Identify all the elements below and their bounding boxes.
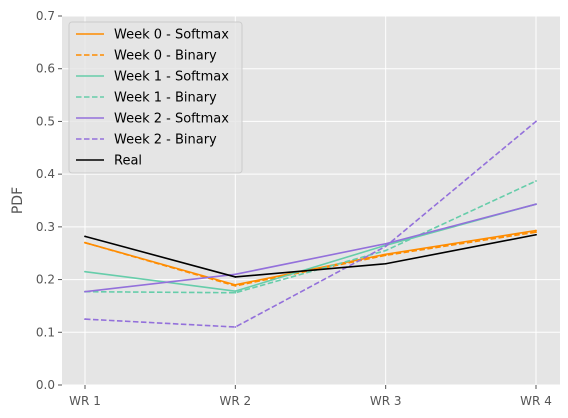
legend-label-week-1-binary: Week 1 - Binary [114, 91, 217, 106]
data-point-week-1-binary [234, 291, 237, 294]
legend-label-real: Real [114, 154, 142, 169]
data-point-week-1-softmax [84, 270, 86, 273]
data-point-real [84, 235, 86, 238]
y-tick-label: 0.2 [36, 273, 55, 287]
y-tick-label: 0.4 [36, 167, 55, 181]
y-axis-label: PDF [10, 187, 26, 214]
data-point-real [234, 276, 237, 278]
legend-label-week-0-softmax: Week 0 - Softmax [114, 28, 229, 43]
series-line-week-1-binary [84, 180, 537, 294]
y-tick-label: 0.1 [36, 325, 55, 339]
legend-label-week-0-binary: Week 0 - Binary [114, 49, 217, 64]
data-point-week-1-binary [535, 180, 537, 182]
x-tick-label: WR 4 [520, 394, 552, 408]
x-axis: WR 1 WR 2 WR 3 WR 4 [69, 385, 552, 408]
x-tick-label: WR 1 [69, 394, 101, 408]
data-point-week-0-binary [384, 254, 387, 257]
series-line-week-2-softmax [84, 203, 537, 293]
x-tick-label: WR 2 [220, 394, 252, 408]
data-point-week-2-softmax [384, 242, 387, 245]
data-point-week-1-binary [384, 249, 387, 252]
data-point-week-2-softmax [535, 203, 537, 206]
data-point-week-0-binary [234, 284, 237, 287]
data-point-real [384, 262, 387, 265]
y-tick-label: 0.7 [36, 9, 55, 23]
data-point-week-2-binary [234, 326, 237, 328]
data-point-week-0-binary [84, 241, 86, 244]
data-point-real [535, 233, 537, 236]
data-point-week-2-binary [84, 318, 86, 321]
series-layer [84, 120, 537, 328]
data-point-week-1-softmax [234, 290, 237, 293]
y-tick-label: 0.6 [36, 62, 55, 76]
legend-label-week-2-softmax: Week 2 - Softmax [114, 112, 229, 127]
y-axis: 0.0 0.1 0.2 0.3 0.4 0.5 0.6 0.7 [36, 9, 62, 392]
data-point-week-2-softmax [84, 290, 86, 293]
legend-label-week-2-binary: Week 2 - Binary [114, 133, 217, 148]
data-point-week-2-binary [535, 120, 537, 123]
x-tick-label: WR 3 [370, 394, 402, 408]
legend-box [68, 21, 243, 174]
series-line-real [84, 233, 537, 278]
series-line-week-2-binary [84, 120, 537, 328]
y-tick-label: 0.0 [36, 378, 55, 392]
data-point-week-2-softmax [234, 273, 237, 276]
data-point-week-2-binary [384, 245, 387, 248]
legend: Week 0 - Softmax Week 0 - Binary Week 1 - … [68, 21, 243, 174]
y-tick-label: 0.3 [36, 220, 55, 234]
data-point-week-0-softmax [535, 229, 537, 232]
y-tick-label: 0.5 [36, 114, 55, 128]
data-point-week-0-binary [535, 231, 537, 234]
legend-label-week-1-softmax: Week 1 - Softmax [114, 70, 229, 85]
